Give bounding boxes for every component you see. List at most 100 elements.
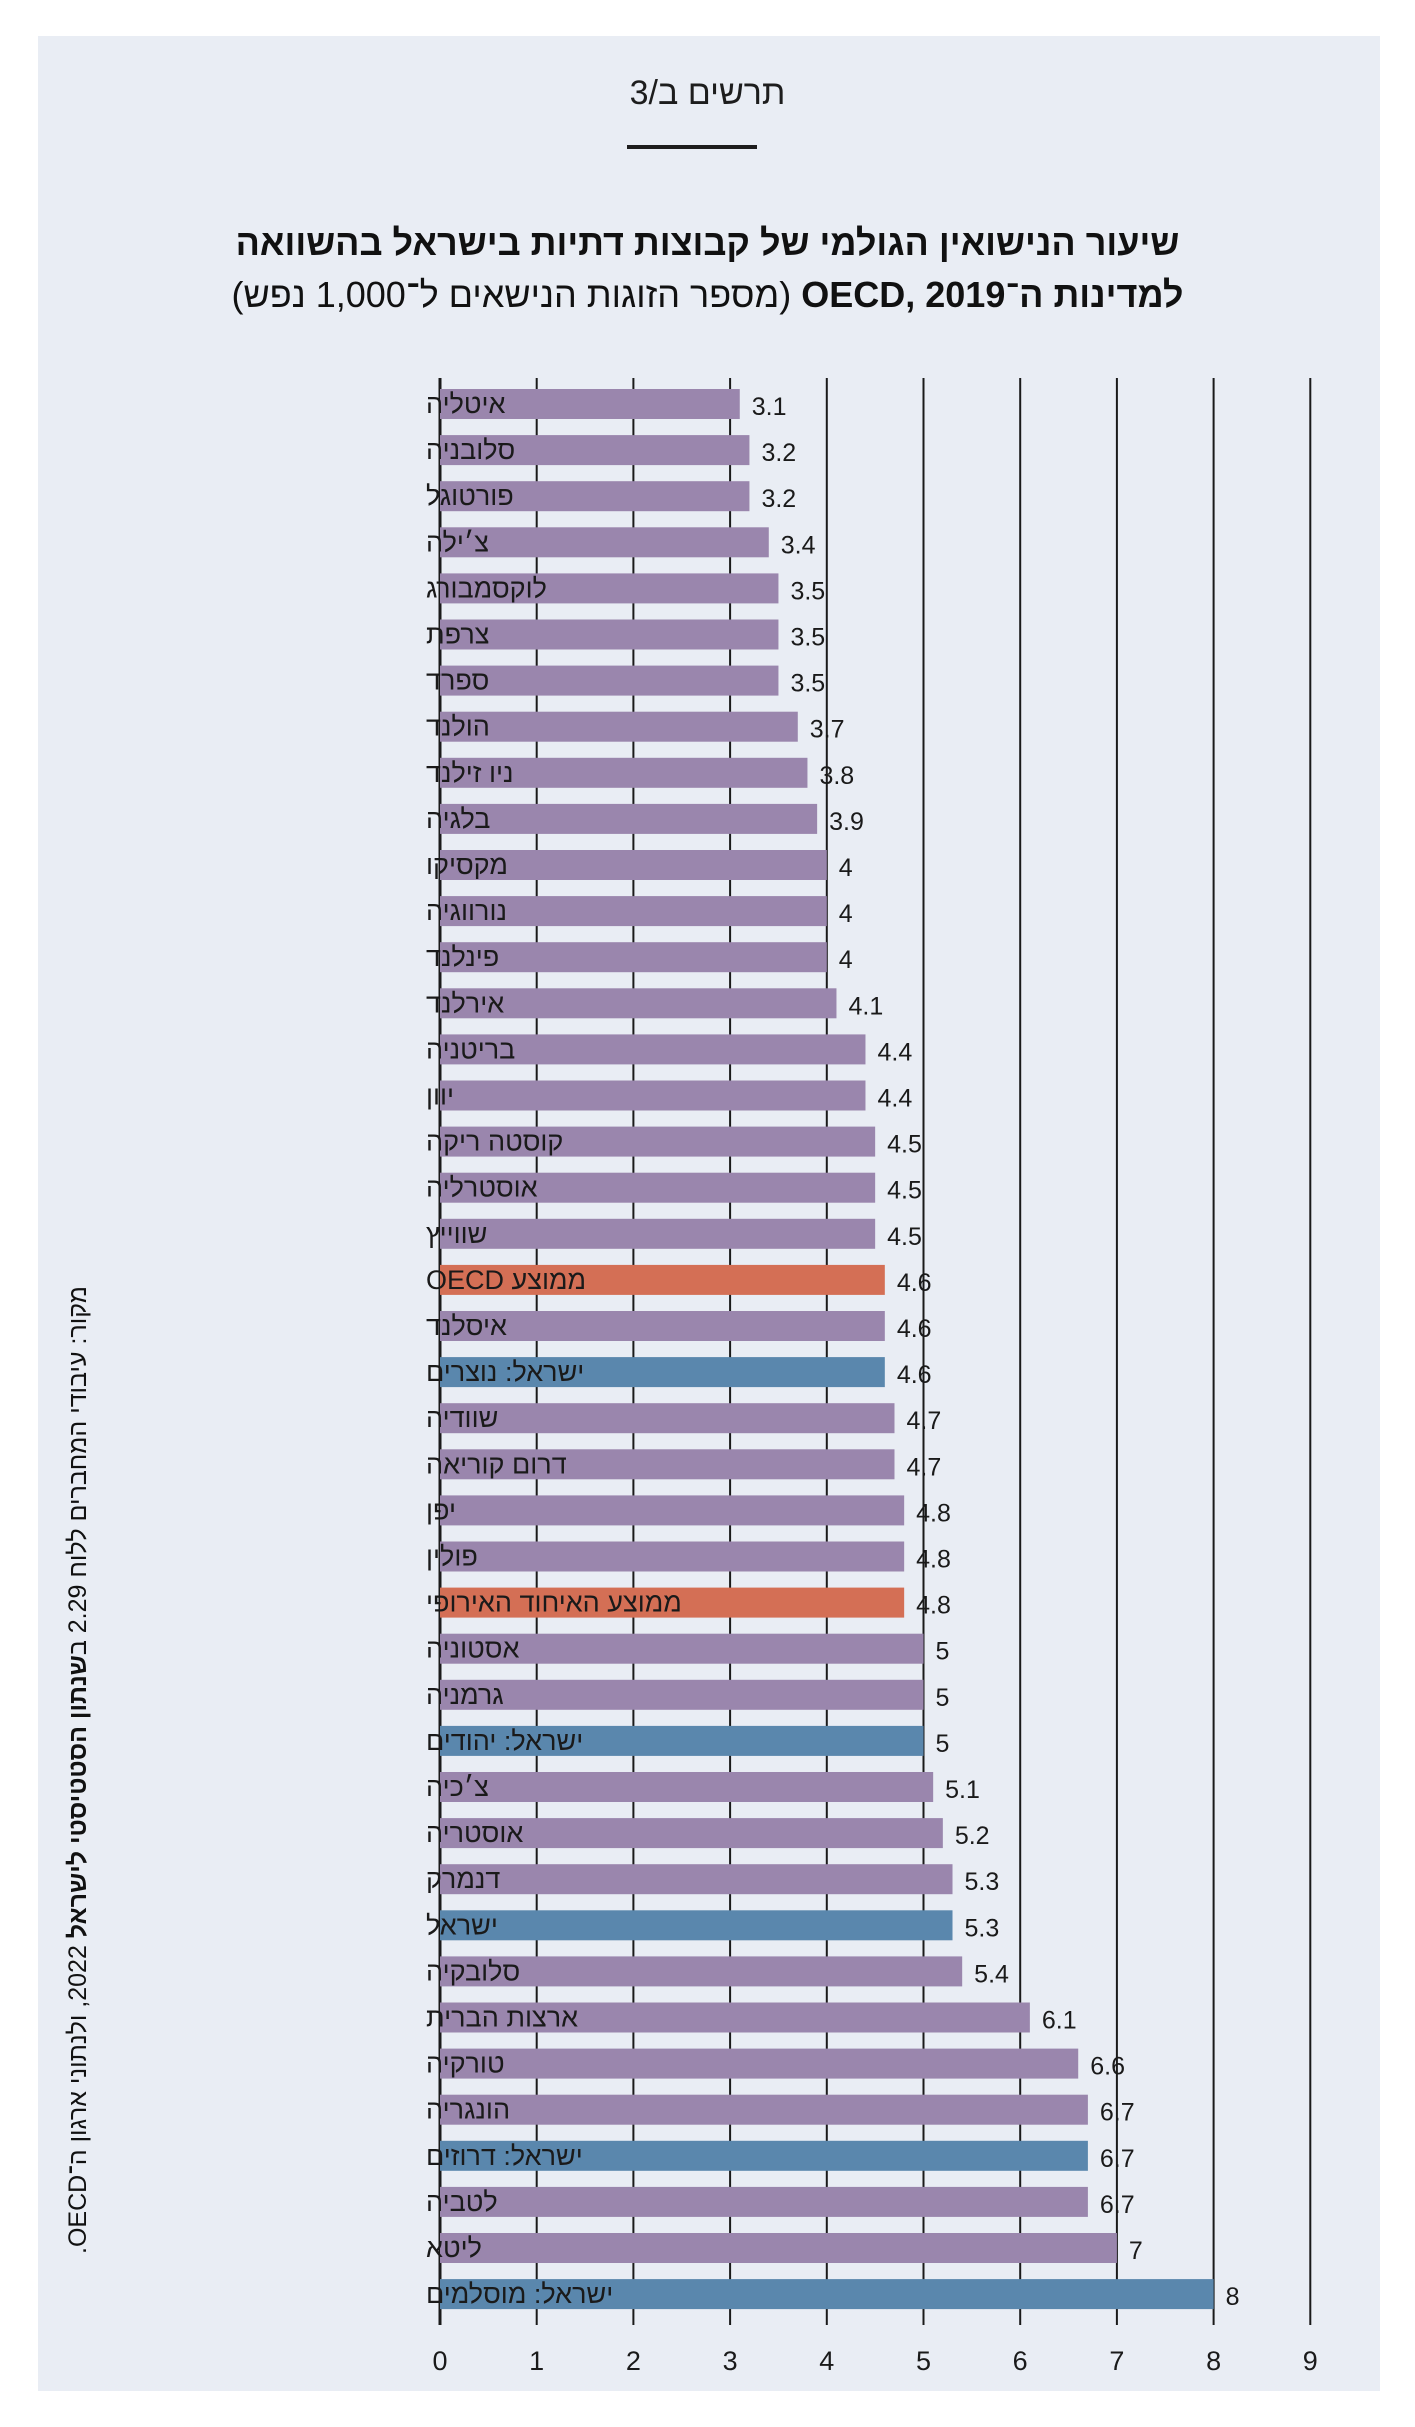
value-label-1: 3.2 bbox=[761, 439, 796, 467]
x-tick-label-2: 2 bbox=[626, 2346, 641, 2376]
value-label-28: 5 bbox=[936, 1684, 950, 1712]
bar-6 bbox=[440, 665, 779, 696]
value-label-26: 4.8 bbox=[916, 1592, 951, 1620]
value-label-21: 4.6 bbox=[897, 1361, 932, 1389]
bar-10 bbox=[440, 850, 827, 880]
category-label-10: מקסיקו bbox=[426, 850, 508, 880]
bar-11 bbox=[440, 896, 827, 927]
chart-title: שיעור הנישואין הגולמי של קבוצות דתיות בי… bbox=[235, 222, 1180, 263]
value-label-4: 3.5 bbox=[790, 577, 825, 605]
value-label-9: 3.9 bbox=[829, 808, 864, 836]
bar-13 bbox=[440, 988, 837, 1019]
bar-26 bbox=[440, 1587, 905, 1618]
value-label-17: 4.5 bbox=[887, 1177, 922, 1205]
category-label-26: ממוצע האיחוד האירופי bbox=[426, 1588, 682, 1618]
x-tick-label-6: 6 bbox=[1013, 2346, 1028, 2376]
bar-21 bbox=[440, 1357, 885, 1388]
value-label-23: 4.7 bbox=[906, 1453, 941, 1481]
category-label-22: שוודיה bbox=[426, 1403, 498, 1433]
category-label-8: ניו זילנד bbox=[426, 758, 514, 788]
bar-4 bbox=[440, 573, 779, 604]
category-label-29: ישראל: יהודים bbox=[426, 1726, 583, 1756]
bar-34 bbox=[440, 1956, 963, 1987]
value-label-27: 5 bbox=[936, 1638, 950, 1666]
value-label-12: 4 bbox=[839, 946, 853, 974]
category-label-1: סלובניה bbox=[426, 435, 515, 465]
value-label-20: 4.6 bbox=[897, 1315, 932, 1343]
category-label-3: צ׳ילה bbox=[426, 527, 489, 557]
category-label-24: יפן bbox=[426, 1495, 456, 1525]
bar-41 bbox=[440, 2279, 1214, 2310]
category-label-15: יוון bbox=[426, 1081, 454, 1111]
category-label-11: נורווגיה bbox=[426, 896, 507, 926]
bar-30 bbox=[440, 1772, 934, 1802]
x-tick-label-4: 4 bbox=[819, 2346, 834, 2376]
category-label-23: דרום קוריאה bbox=[426, 1449, 567, 1479]
value-label-3: 3.4 bbox=[781, 531, 816, 559]
category-label-13: אירלנד bbox=[426, 988, 504, 1018]
bar-36 bbox=[440, 2048, 1079, 2079]
value-label-34: 5.4 bbox=[974, 1960, 1009, 1988]
bar-14 bbox=[440, 1034, 866, 1065]
bar-22 bbox=[440, 1403, 895, 1434]
category-label-20: איסלנד bbox=[426, 1311, 507, 1341]
category-label-12: פינלנד bbox=[426, 942, 499, 972]
bar-39 bbox=[440, 2186, 1088, 2217]
bar-1 bbox=[440, 435, 750, 466]
bar-37 bbox=[440, 2094, 1088, 2125]
value-label-25: 4.8 bbox=[916, 1546, 951, 1574]
value-label-7: 3.7 bbox=[810, 716, 845, 744]
category-label-2: פורטוגל bbox=[426, 481, 514, 511]
category-label-17: אוסטרליה bbox=[426, 1173, 538, 1203]
bar-12 bbox=[440, 942, 827, 973]
category-label-7: הולנד bbox=[426, 712, 490, 742]
bar-2 bbox=[440, 481, 750, 512]
category-label-32: דנמרק bbox=[426, 1864, 500, 1894]
category-label-4: לוקסמבורג bbox=[426, 573, 547, 603]
chart-subtitle: (מספר הזוגות הנישאים ל־1,000 נפש) bbox=[231, 274, 792, 315]
value-label-8: 3.8 bbox=[819, 762, 854, 790]
value-label-36: 6.6 bbox=[1090, 2053, 1125, 2081]
x-tick-label-5: 5 bbox=[916, 2346, 931, 2376]
category-label-33: ישראל bbox=[426, 1910, 498, 1940]
category-label-0: איטליה bbox=[426, 389, 506, 419]
x-tick-label-1: 1 bbox=[529, 2346, 544, 2376]
bar-35 bbox=[440, 2002, 1030, 2033]
bar-32 bbox=[440, 1864, 953, 1895]
value-label-29: 5 bbox=[936, 1730, 950, 1758]
category-label-27: אסטוניה bbox=[426, 1634, 519, 1664]
bar-19 bbox=[440, 1264, 885, 1295]
value-label-24: 4.8 bbox=[916, 1499, 951, 1527]
x-axis-ticks: 0 1 2 3 4 5 6 7 8 9 bbox=[432, 2346, 1317, 2376]
category-label-38: ישראל: דרוזים bbox=[426, 2141, 583, 2171]
category-label-25: פולין bbox=[426, 1542, 478, 1572]
grid-lines bbox=[438, 378, 1312, 2325]
value-label-13: 4.1 bbox=[848, 992, 883, 1020]
bar-23 bbox=[440, 1449, 895, 1480]
category-label-35: ארצות הברית bbox=[426, 2003, 578, 2033]
bar-25 bbox=[440, 1541, 905, 1572]
category-label-31: אוסטריה bbox=[426, 1818, 523, 1848]
value-label-14: 4.4 bbox=[877, 1038, 912, 1066]
category-label-18: שווייץ bbox=[426, 1219, 487, 1249]
x-tick-label-7: 7 bbox=[1109, 2346, 1124, 2376]
bar-18 bbox=[440, 1218, 876, 1249]
category-label-14: בריטניה bbox=[426, 1034, 515, 1064]
category-label-6: ספרד bbox=[426, 666, 489, 696]
value-label-15: 4.4 bbox=[877, 1085, 912, 1113]
value-label-32: 5.3 bbox=[965, 1868, 1000, 1896]
bar-29 bbox=[440, 1725, 924, 1756]
value-label-41: 8 bbox=[1226, 2283, 1240, 2311]
x-tick-label-8: 8 bbox=[1206, 2346, 1221, 2376]
value-labels: 3.1 3.2 3.2 3.4 3.5 3.5 3.5 3.7 3.8 3.9 4 4 4 4.1 4.4 4… bbox=[752, 393, 1240, 2311]
bar-28 bbox=[440, 1679, 924, 1710]
category-label-37: הונגריה bbox=[426, 2095, 510, 2125]
value-label-18: 4.5 bbox=[887, 1223, 922, 1251]
value-label-0: 3.1 bbox=[752, 393, 787, 421]
value-label-10: 4 bbox=[839, 854, 853, 882]
figure-panel bbox=[38, 36, 1380, 2391]
bar-8 bbox=[440, 757, 808, 788]
category-label-5: צרפת bbox=[426, 620, 489, 650]
bar-17 bbox=[440, 1172, 876, 1203]
